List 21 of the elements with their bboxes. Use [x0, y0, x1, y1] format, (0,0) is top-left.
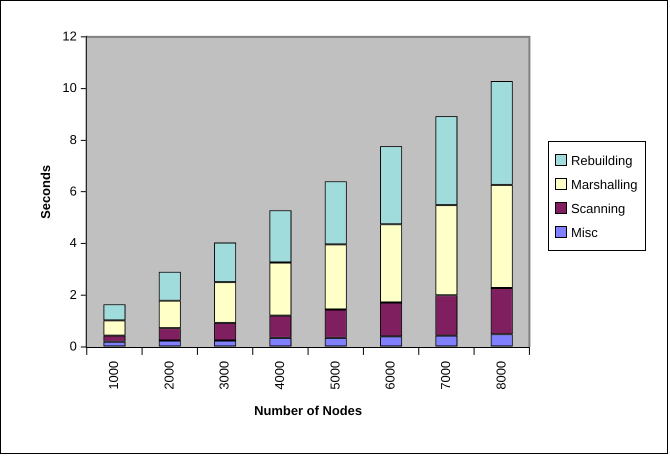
y-tick-label: 0	[70, 338, 77, 354]
y-tick-label: 4	[70, 235, 77, 250]
y-tick-label: 6	[70, 183, 77, 198]
x-tick-label: 4000	[272, 360, 288, 390]
legend-label: Rebuilding	[571, 152, 632, 168]
y-axis-title: Seconds	[38, 164, 54, 219]
x-axis-title: Number of Nodes	[254, 402, 362, 418]
x-tick-label: 7000	[438, 360, 453, 390]
legend-label: Marshalling	[571, 176, 638, 192]
x-tick-label: 3000	[216, 360, 232, 390]
y-tick-label: 10	[62, 80, 77, 96]
x-tick-label: 5000	[327, 360, 342, 390]
x-tick-label: 8000	[493, 360, 508, 390]
legend-label: Scanning	[571, 200, 626, 216]
y-tick-label: 8	[70, 132, 77, 147]
x-tick-label: 1000	[106, 360, 122, 390]
y-tick-label: 2	[70, 286, 77, 302]
y-tick-label: 12	[62, 28, 77, 44]
x-tick-label: 6000	[382, 360, 398, 390]
legend-label: Misc	[571, 224, 598, 240]
x-tick-label: 2000	[161, 360, 176, 390]
